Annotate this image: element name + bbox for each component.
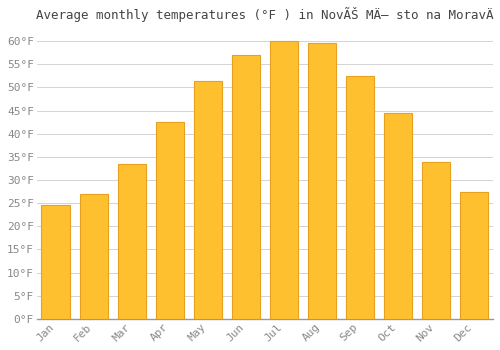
Bar [270, 41, 298, 319]
Title: Average monthly temperatures (°F ) in NovÃŠ MÄ— sto na MoravÄ: Average monthly temperatures (°F ) in No… [36, 7, 494, 22]
Bar [232, 55, 260, 319]
Bar [460, 191, 488, 319]
Bar [156, 122, 184, 319]
Bar [384, 113, 412, 319]
Bar [118, 164, 146, 319]
Bar [346, 76, 374, 319]
Bar [308, 43, 336, 319]
Bar [80, 194, 108, 319]
Bar [42, 205, 70, 319]
Bar [194, 80, 222, 319]
Bar [422, 161, 450, 319]
